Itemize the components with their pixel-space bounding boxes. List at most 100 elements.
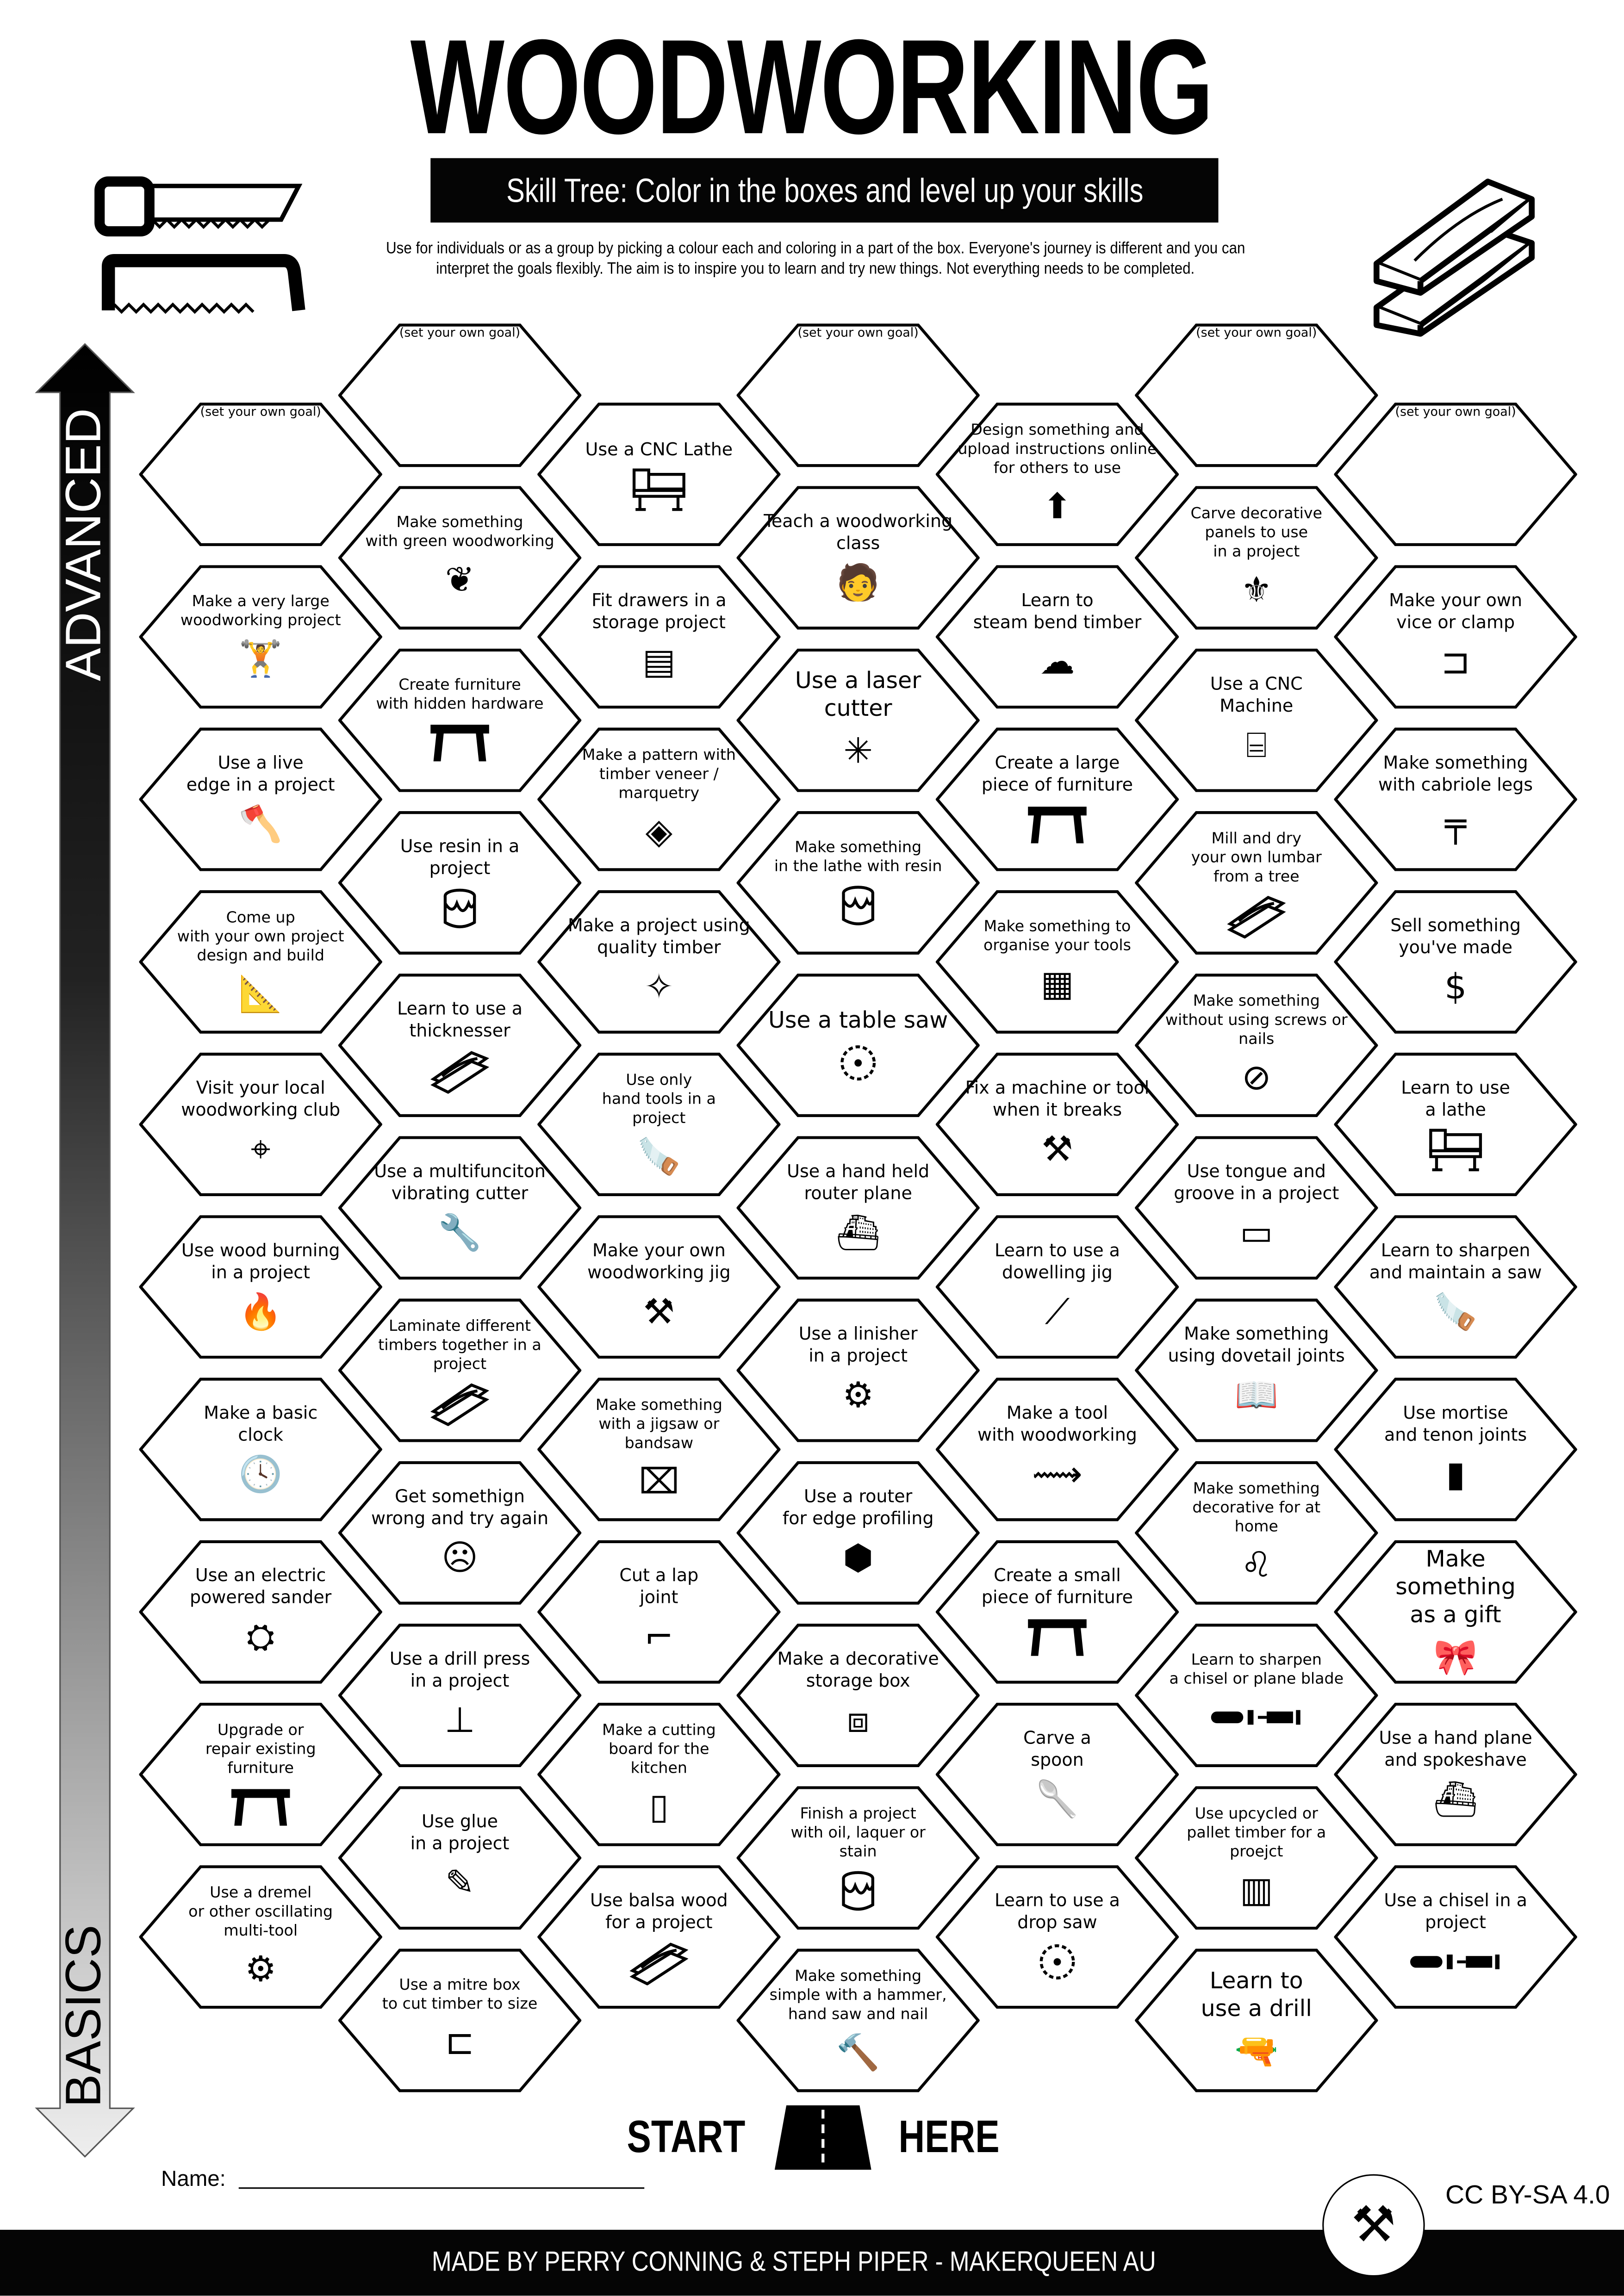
skill-label: Use mortise and tenon joints	[1384, 1402, 1527, 1445]
skill-content: Use only hand tools in a project 🪚	[558, 1053, 760, 1196]
skill-hex: Sell something you've made $	[1334, 890, 1577, 1034]
skill-content: Mill and dry your own lumbar from a tree	[1155, 811, 1357, 955]
level-arrow	[35, 343, 135, 2158]
skill-hex: Make your own vice or clamp ⊐	[1334, 565, 1577, 709]
teacher-icon: 🧑	[836, 562, 880, 603]
skill-hex: Make a cutting board for the kitchen ▯	[537, 1702, 781, 1846]
skill-hex: Upgrade or repair existing furniture	[139, 1702, 382, 1846]
skill-label: Sell something you've made	[1390, 915, 1521, 958]
skill-label: Make something with green woodworking	[365, 514, 554, 551]
skill-label: Cut a lap joint	[619, 1565, 699, 1608]
skill-content: Make a pattern with timber veneer / marq…	[558, 728, 760, 871]
skill-content: Use a linisher in a project ⚙	[757, 1299, 959, 1442]
skill-label: Finish a project with oil, laquer or sta…	[790, 1804, 926, 1860]
skill-label: Use a dremel or other oscillating multi-…	[188, 1883, 333, 1939]
skill-hex-custom-goal: (set your own goal)	[736, 323, 980, 467]
lathe-icon	[1426, 1127, 1485, 1172]
skill-hex: Use a laser cutter ✳	[736, 648, 980, 792]
skill-hex: Make a project using quality timber ✧	[537, 890, 781, 1034]
skill-label: Carve a spoon	[1023, 1727, 1091, 1770]
skill-hex-custom-goal: (set your own goal)	[1334, 403, 1577, 546]
skill-label: Use a router for edge profiling	[782, 1486, 934, 1529]
skill-content: Use resin in a project	[359, 811, 561, 955]
skill-label: Make something as a gift	[1395, 1545, 1516, 1627]
sad-frame-icon: ☹	[441, 1537, 479, 1578]
skill-content: Learn to use a lathe	[1355, 1053, 1557, 1196]
skill-content: Create a small piece of furniture	[956, 1540, 1158, 1684]
skill-hex: Use a live edge in a project 🪓	[139, 727, 382, 871]
skill-hex: Create a small piece of furniture	[935, 1540, 1179, 1684]
skill-hex: Use a router for edge profiling ⬢	[736, 1461, 980, 1605]
skill-hex: Use glue in a project ✎	[338, 1786, 582, 1930]
skill-hex: Make something with cabriole legs ╤	[1334, 727, 1577, 871]
skill-hex: Design something and upload instructions…	[935, 403, 1179, 546]
skill-content: Get somethign wrong and try again ☹	[359, 1461, 561, 1605]
skill-content: Use a CNC Lathe	[558, 403, 760, 546]
mortise-tenon-icon: ▮	[1446, 1453, 1466, 1495]
skill-label: Use a linisher in a project	[798, 1323, 918, 1366]
spoon-icon: 🥄	[1035, 1779, 1079, 1820]
skill-label: Laminate different timbers together in a…	[378, 1317, 541, 1373]
skill-content: Make your own woodworking jig ⚒	[558, 1215, 760, 1359]
skill-label: Make something without using screws or n…	[1165, 992, 1348, 1048]
skill-content: Make a basic clock 🕓	[160, 1378, 362, 1521]
paint-can-icon	[441, 886, 479, 930]
cabinet-icon: ▤	[642, 641, 676, 683]
skill-hex: Learn to steam bend timber ☁	[935, 565, 1179, 709]
mitre-box-icon: ⊏	[445, 2022, 475, 2063]
skill-content: Make something with green woodworking ❦	[359, 486, 561, 629]
skill-hex: Laminate different timbers together in a…	[338, 1298, 582, 1442]
drill-icon: 🔫	[1234, 2030, 1279, 2072]
skill-hex: Use a hand plane and spokeshave ⛴	[1334, 1702, 1577, 1846]
skill-hex: Make something in the lathe with resin	[736, 811, 980, 955]
skill-hex: Make something to organise your tools ▦	[935, 890, 1179, 1034]
skill-content: Sell something you've made $	[1355, 890, 1557, 1034]
skill-content: (set your own goal)	[359, 323, 561, 467]
no-nails-icon: ⊘	[1241, 1056, 1271, 1098]
skill-label: Learn to steam bend timber	[973, 590, 1142, 633]
skill-hex: Use a CNC Machine ⌸	[1135, 648, 1378, 792]
skill-content: Use tongue and groove in a project ▭	[1155, 1136, 1357, 1279]
skill-label: Make a decorative storage box	[777, 1648, 939, 1691]
skill-hex: Use a drill press in a project ⊥	[338, 1623, 582, 1768]
lap-joint-icon: ⌐	[644, 1616, 674, 1657]
skill-label: Learn to use a drill	[1201, 1967, 1312, 2022]
skill-hex: Use a chisel in a project	[1334, 1865, 1577, 2009]
hand-plane-icon: ⛴	[835, 1212, 881, 1253]
page-title: WOODWORKING	[411, 13, 1214, 163]
skill-content: Make something without using screws or n…	[1155, 974, 1357, 1117]
skill-hex-custom-goal: (set your own goal)	[338, 323, 582, 467]
dovetail-icon: 📖	[1234, 1375, 1279, 1416]
sprout-icon: ❦	[445, 559, 475, 601]
skill-label: Use glue in a project	[410, 1811, 510, 1854]
skill-label: Create furniture with hidden hardware	[376, 676, 544, 713]
skill-hex-custom-goal: (set your own goal)	[1135, 323, 1378, 467]
skill-content: Design something and upload instructions…	[956, 403, 1158, 546]
steam-icon: ☁	[1039, 641, 1075, 683]
table-icon	[1025, 802, 1089, 846]
skill-label: (set your own goal)	[1395, 405, 1516, 421]
name-label: Name:	[161, 2166, 226, 2192]
timber-planks-icon	[629, 1940, 689, 1986]
skill-label: Make a very large woodworking project	[180, 593, 341, 630]
skill-content: (set your own goal)	[1155, 323, 1357, 467]
skill-content: Create a large piece of furniture	[956, 728, 1158, 871]
table-icon	[1025, 1615, 1089, 1659]
skill-hex: Use wood burning in a project 🔥	[139, 1215, 382, 1359]
skill-label: Learn to sharpen and maintain a saw	[1369, 1240, 1542, 1283]
skill-label: Learn to use a lathe	[1401, 1077, 1510, 1120]
skill-content: Make a tool with woodworking ⟿	[956, 1378, 1158, 1521]
skill-label: Use a table saw	[768, 1006, 948, 1033]
skill-hex: Carve a spoon 🥄	[935, 1702, 1179, 1846]
skill-content: Make something simple with a hammer, han…	[757, 1948, 959, 2092]
skill-label: Learn to use a thicknesser	[397, 998, 523, 1041]
skill-label: Make a tool with woodworking	[977, 1402, 1137, 1445]
skill-hex-custom-goal: (set your own goal)	[139, 403, 382, 546]
skill-label: Make something simple with a hammer, han…	[769, 1967, 947, 2023]
skill-content: (set your own goal)	[1355, 403, 1557, 546]
skill-label: Use tongue and groove in a project	[1174, 1161, 1339, 1204]
skill-label: Learn to use a drop saw	[995, 1890, 1120, 1933]
skill-label: Use resin in a project	[400, 836, 520, 879]
skill-content: Make something as a gift 🎀	[1355, 1540, 1557, 1684]
skill-label: Fit drawers in a storage project	[591, 590, 727, 633]
